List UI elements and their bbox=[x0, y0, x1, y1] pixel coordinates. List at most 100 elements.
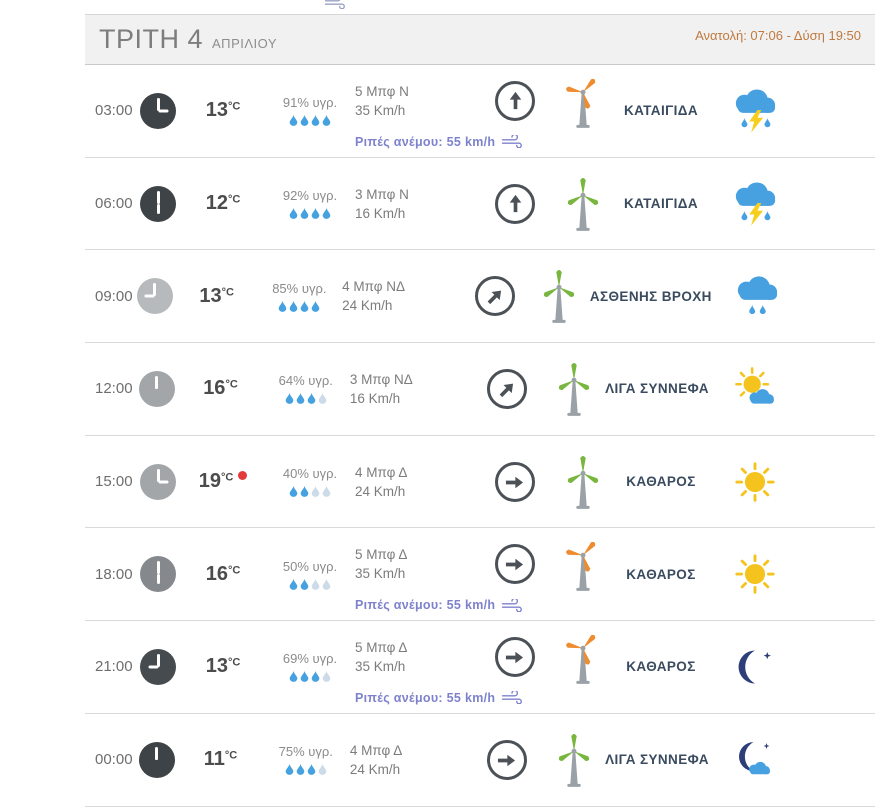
humidity-drop-icon bbox=[289, 207, 298, 219]
humidity-drop-icon bbox=[311, 114, 320, 127]
wind-direction-cell bbox=[479, 636, 551, 677]
humidity-drop-icon bbox=[322, 578, 331, 590]
humidity-drop-icon bbox=[289, 300, 298, 312]
humidity-drop-icon bbox=[311, 670, 320, 683]
humidity-drops bbox=[265, 578, 355, 590]
humidity-label: 40% υγρ. bbox=[282, 466, 338, 482]
forecast-row: 09:00 13°C 85% υγρ. 4 Μπφ ΝΔ 24 Km/h ΑΣΘ… bbox=[85, 250, 875, 344]
sun-icon bbox=[707, 551, 803, 597]
time-label: 12:00 bbox=[95, 380, 133, 398]
humidity-drop-icon bbox=[311, 207, 320, 219]
humidity-drop-icon bbox=[289, 485, 298, 497]
humidity-drop-icon bbox=[318, 392, 327, 405]
clock-icon bbox=[140, 185, 176, 222]
clock-icon bbox=[140, 92, 176, 129]
temperature-unit: °C bbox=[227, 193, 241, 206]
clock-minute-hand bbox=[156, 561, 160, 575]
wind-direction-cell bbox=[479, 80, 551, 121]
clock-minute-hand bbox=[153, 283, 157, 297]
temperature: 13°C bbox=[181, 655, 265, 678]
humidity-drop-icon bbox=[289, 578, 298, 590]
wind-gusts-label: Ριπές ανέμου: 55 km/h bbox=[355, 134, 496, 149]
wind-beaufort-label: 4 Μπφ Δ bbox=[355, 464, 408, 480]
wind-turbine-icon bbox=[542, 360, 605, 418]
temperature-unit: °C bbox=[224, 749, 238, 762]
temperature-value: 16 bbox=[205, 562, 228, 585]
humidity-drop-icon bbox=[300, 114, 309, 127]
clock-minute-hand bbox=[156, 190, 160, 204]
storm-icon bbox=[707, 88, 803, 134]
humidity-cell: 85% υγρ. bbox=[257, 281, 343, 312]
wind-turbine-icon bbox=[551, 628, 615, 686]
clock-minute-hand bbox=[156, 653, 160, 667]
clock-icon bbox=[136, 278, 173, 315]
wind-beaufort-label: 5 Μπφ Δ bbox=[355, 547, 408, 563]
humidity-drop-icon bbox=[307, 763, 316, 776]
temperature-unit: °C bbox=[220, 471, 234, 484]
humidity-label: 75% υγρ. bbox=[278, 744, 333, 760]
moon-cloud-icon bbox=[709, 739, 803, 781]
clock-minute-hand bbox=[156, 468, 160, 482]
temperature: 16°C bbox=[179, 377, 261, 400]
wind-direction-icon bbox=[495, 636, 535, 677]
clock-hour-hand bbox=[156, 203, 160, 214]
wind-speed-label: 24 Km/h bbox=[355, 483, 406, 499]
temperature: 19°C bbox=[181, 470, 265, 493]
condition-label: ΚΑΘΑΡΟΣ bbox=[626, 659, 696, 675]
wind-direction-cell bbox=[479, 183, 551, 224]
storm-icon bbox=[707, 181, 803, 227]
wind-speed-label: 35 Km/h bbox=[355, 658, 406, 674]
humidity-drop-icon bbox=[322, 485, 331, 497]
forecast-rows: 03:00 13°C 91% υγρ. 5 Μπφ N 35 Km/h Ριπέ… bbox=[85, 65, 875, 807]
time-label: 21:00 bbox=[95, 658, 133, 676]
humidity-drop-icon bbox=[322, 114, 331, 127]
wind-gust-icon bbox=[501, 597, 524, 613]
clock-cell bbox=[135, 92, 181, 129]
clock-cell bbox=[135, 648, 181, 685]
condition-label: ΚΑΘΑΡΟΣ bbox=[626, 474, 696, 490]
humidity-drop-icon bbox=[311, 300, 320, 312]
clock-cell bbox=[134, 370, 179, 407]
wind-speed-label: 35 Km/h bbox=[355, 102, 406, 118]
time-label: 15:00 bbox=[95, 473, 133, 491]
humidity-drop-icon bbox=[285, 763, 294, 776]
wind-beaufort-label: 3 Μπφ ΝΔ bbox=[349, 371, 413, 387]
sunrise-sunset-label: Ανατολή: 07:06 - Δύση 19:50 bbox=[695, 28, 861, 43]
wind-speed-label: 24 Km/h bbox=[349, 761, 401, 777]
humidity-label: 64% υγρ. bbox=[278, 373, 333, 389]
day-header: ΤΡΙΤΗ 4 ΑΠΡΙΛΙΟΥ Ανατολή: 07:06 - Δύση 1… bbox=[85, 14, 875, 65]
humidity-drop-icon bbox=[311, 578, 320, 590]
clock-icon bbox=[140, 556, 176, 593]
humidity-label: 69% υγρ. bbox=[282, 651, 338, 667]
wind-gusts: Ριπές ανέμου: 55 km/h bbox=[355, 133, 524, 149]
clock-hour-hand bbox=[158, 109, 168, 113]
wind-cell: 4 Μπφ ΝΔ 24 Km/h bbox=[342, 277, 447, 315]
condition-label: ΚΑΤΑΙΓΙΔΑ bbox=[623, 196, 699, 212]
temperature-value: 12 bbox=[205, 192, 228, 215]
condition-label: ΑΣΘΕΝΗΣ ΒΡΟΧΗ bbox=[589, 288, 712, 304]
wind-gust-icon bbox=[501, 133, 524, 149]
temperature-unit: °C bbox=[225, 379, 238, 392]
condition-label: ΚΑΤΑΙΓΙΔΑ bbox=[623, 103, 699, 119]
wind-direction-icon bbox=[478, 360, 536, 418]
sun-cloud-icon bbox=[709, 366, 803, 412]
wind-gusts-label: Ριπές ανέμου: 55 km/h bbox=[355, 598, 496, 613]
wind-beaufort-label: 3 Μπφ N bbox=[355, 186, 409, 202]
temperature-value: 13 bbox=[205, 655, 228, 678]
time-label: 09:00 bbox=[95, 287, 133, 305]
wind-turbine-icon bbox=[551, 535, 615, 593]
temperature: 13°C bbox=[181, 99, 265, 122]
humidity-cell: 91% υγρ. bbox=[265, 95, 355, 127]
humidity-drop-icon bbox=[285, 392, 294, 405]
wind-direction-icon bbox=[466, 267, 524, 325]
max-temp-dot bbox=[238, 471, 248, 481]
humidity-drops bbox=[265, 670, 355, 683]
clock-icon bbox=[138, 370, 175, 407]
condition-label: ΚΑΘΑΡΟΣ bbox=[626, 566, 696, 582]
clock-icon bbox=[138, 741, 175, 778]
wind-cell: 4 Μπφ Δ 24 Km/h bbox=[355, 463, 465, 501]
time-label: 18:00 bbox=[95, 565, 133, 583]
wind-cell: 3 Μπφ ΝΔ 16 Km/h bbox=[350, 370, 458, 408]
humidity-drops bbox=[265, 207, 355, 219]
